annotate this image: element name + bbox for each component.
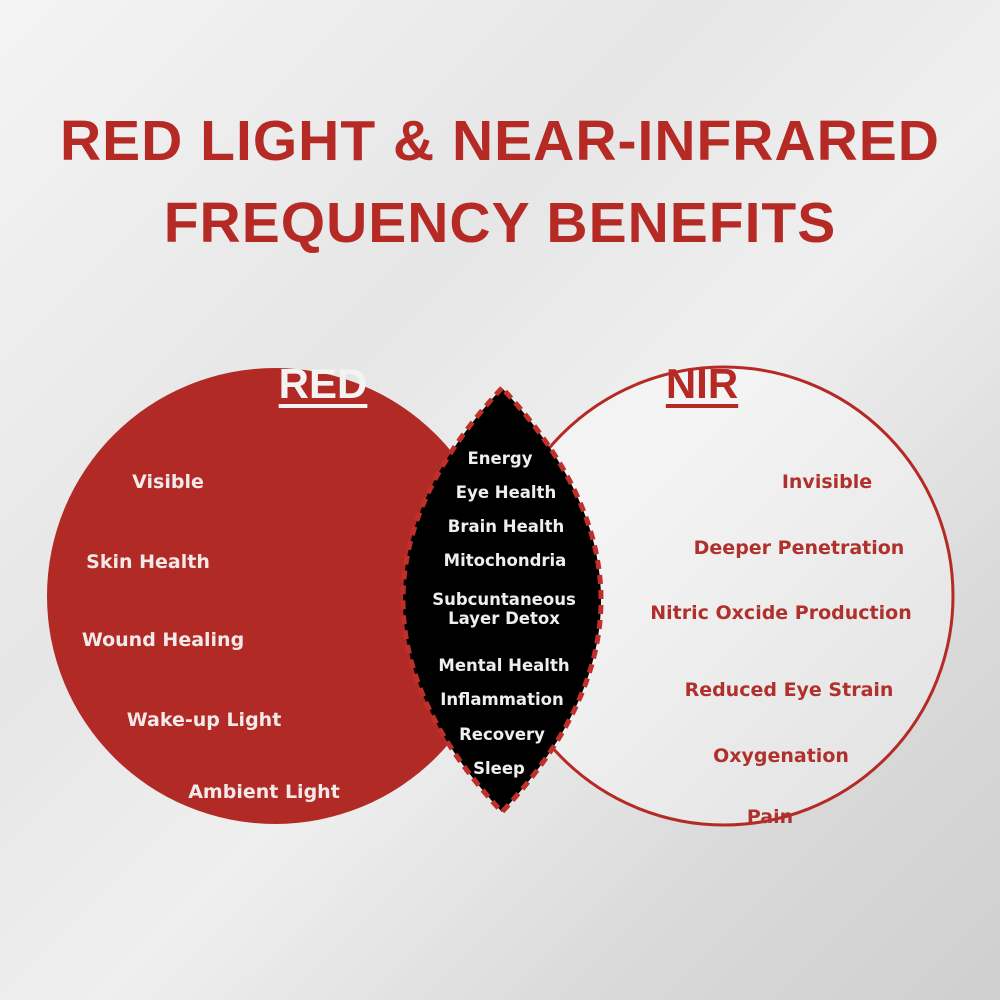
- shared-item: Subcuntaneous Layer Detox: [432, 590, 576, 628]
- shared-item: Eye Health: [455, 483, 557, 502]
- red-item: Wake-up Light: [126, 709, 282, 731]
- title-line-1: RED LIGHT & NEAR-INFRARED: [60, 109, 940, 173]
- shared-item: Recovery: [459, 725, 545, 744]
- overlap-lens: [400, 384, 604, 816]
- nir-item: Nitric Oxcide Production: [650, 602, 912, 624]
- nir-item: Reduced Eye Strain: [684, 679, 894, 701]
- nir-item: Invisible: [781, 471, 873, 493]
- red-item: Skin Health: [86, 551, 210, 573]
- red-item: Wound Healing: [81, 629, 245, 651]
- nir-item: Pain: [746, 806, 794, 828]
- red-item: Visible: [132, 471, 204, 493]
- shared-item: Inflammation: [440, 690, 564, 709]
- shared-item: Mitochondria: [443, 551, 567, 570]
- nir-heading: NIR: [665, 360, 739, 407]
- shared-item: Energy: [467, 449, 533, 468]
- red-item: Ambient Light: [188, 781, 340, 803]
- nir-item: Deeper Penetration: [693, 537, 905, 559]
- shared-item: Brain Health: [447, 517, 565, 536]
- nir-item: Oxygenation: [713, 745, 849, 767]
- red-heading: RED: [278, 360, 368, 407]
- shared-item: Sleep: [473, 759, 525, 778]
- title-line-2: FREQUENCY BENEFITS: [163, 191, 837, 255]
- red-circle: [47, 368, 503, 824]
- shared-item: Mental Health: [438, 656, 570, 675]
